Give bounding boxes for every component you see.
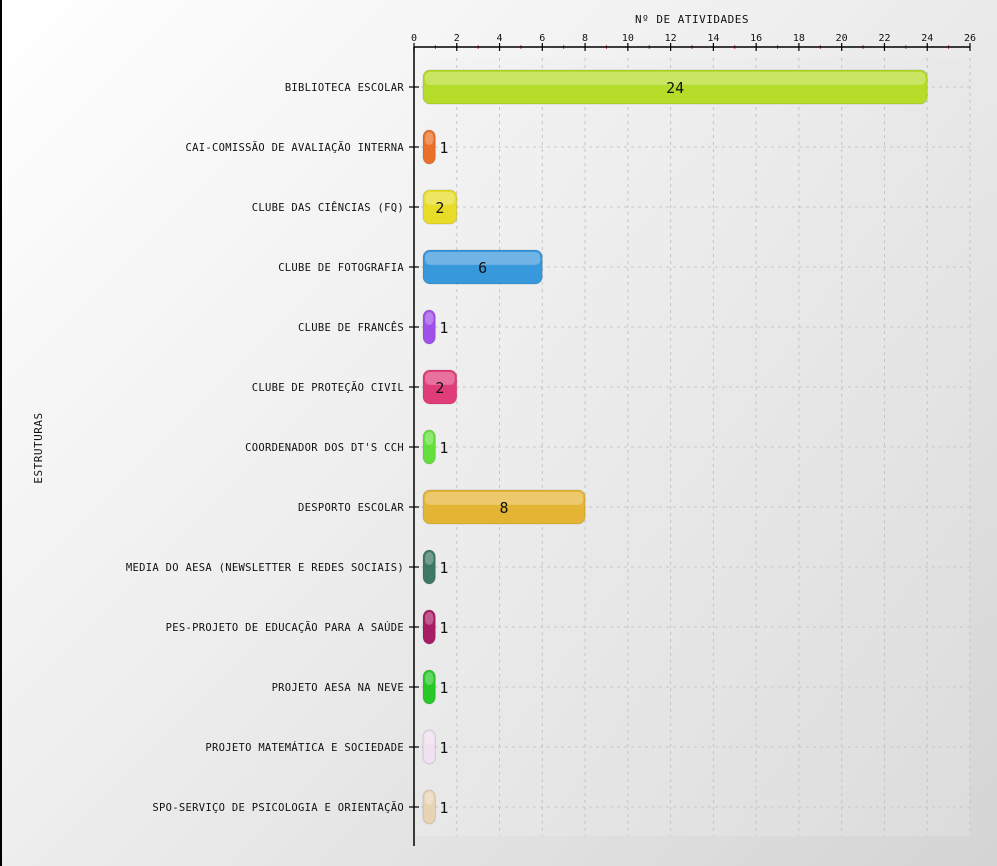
bar-highlight	[425, 492, 584, 505]
category-label: PROJETO AESA NA NEVE	[272, 682, 404, 694]
data-label: 2	[435, 379, 444, 397]
x-tick-label: 6	[539, 33, 545, 44]
bar	[422, 429, 436, 465]
x-tick-label: 16	[750, 33, 762, 44]
bar-highlight	[425, 132, 434, 145]
x-tick-label: 22	[878, 33, 890, 44]
bar	[422, 189, 458, 225]
bar	[422, 609, 436, 645]
plot-area	[414, 58, 970, 836]
bar-highlight	[425, 432, 434, 445]
y-axis-title: ESTRUTURAS	[32, 412, 45, 483]
bar-highlight	[425, 732, 434, 745]
data-label: 1	[439, 439, 448, 457]
x-tick-label: 14	[707, 33, 719, 44]
bar	[422, 129, 436, 165]
bar-highlight	[425, 252, 541, 265]
category-label: CAI-COMISSÃO DE AVALIAÇÃO INTERNA	[185, 141, 404, 154]
x-tick-label: 0	[411, 33, 417, 44]
bar	[422, 249, 543, 285]
x-tick-label: 20	[836, 33, 848, 44]
bar-highlight	[425, 552, 434, 565]
x-tick-label: 2	[454, 33, 460, 44]
category-label: CLUBE DAS CIÊNCIAS (FQ)	[252, 201, 404, 214]
data-label: 1	[439, 799, 448, 817]
bar-highlight	[425, 672, 434, 685]
bar	[422, 789, 436, 825]
data-label: 24	[666, 79, 684, 97]
category-label: CLUBE DE FOTOGRAFIA	[278, 262, 404, 274]
data-label: 1	[439, 559, 448, 577]
bar	[422, 669, 436, 705]
bar-highlight	[425, 72, 926, 85]
bar	[422, 369, 458, 405]
bar	[422, 489, 586, 525]
x-tick-label: 4	[497, 33, 503, 44]
bar	[422, 549, 436, 585]
category-label: CLUBE DE FRANCÊS	[298, 321, 404, 334]
data-label: 1	[439, 139, 448, 157]
category-label: PROJETO MATEMÁTICA E SOCIEDADE	[205, 741, 404, 754]
category-label: BIBLIOTECA ESCOLAR	[285, 82, 405, 94]
x-tick-label: 10	[622, 33, 634, 44]
x-tick-label: 8	[582, 33, 588, 44]
x-axis-title: Nº DE ATIVIDADES	[635, 13, 749, 26]
bar-highlight	[425, 372, 455, 385]
data-label: 1	[439, 619, 448, 637]
category-label: MEDIA DO AESA (NEWSLETTER E REDES SOCIAI…	[126, 562, 404, 574]
bar	[422, 729, 436, 765]
x-tick-label: 18	[793, 33, 805, 44]
data-label: 1	[439, 679, 448, 697]
data-label: 8	[500, 499, 509, 517]
data-label: 2	[435, 199, 444, 217]
bar-highlight	[425, 312, 434, 325]
category-label: PES-PROJETO DE EDUCAÇÃO PARA A SAÚDE	[166, 621, 404, 634]
data-label: 1	[439, 739, 448, 757]
bar	[422, 309, 436, 345]
category-label: CLUBE DE PROTEÇÃO CIVIL	[252, 381, 404, 394]
data-label: 1	[439, 319, 448, 337]
category-label: SPO-SERVIÇO DE PSICOLOGIA E ORIENTAÇÃO	[152, 801, 404, 814]
bar-highlight	[425, 612, 434, 625]
bar	[422, 69, 928, 105]
category-label: COORDENADOR DOS DT'S CCH	[245, 442, 404, 454]
x-tick-label: 24	[921, 33, 933, 44]
x-tick-label: 12	[665, 33, 677, 44]
category-label: DESPORTO ESCOLAR	[298, 502, 404, 514]
bar-highlight	[425, 792, 434, 805]
bar-highlight	[425, 192, 455, 205]
x-tick-label: 26	[964, 33, 976, 44]
data-label: 6	[478, 259, 487, 277]
